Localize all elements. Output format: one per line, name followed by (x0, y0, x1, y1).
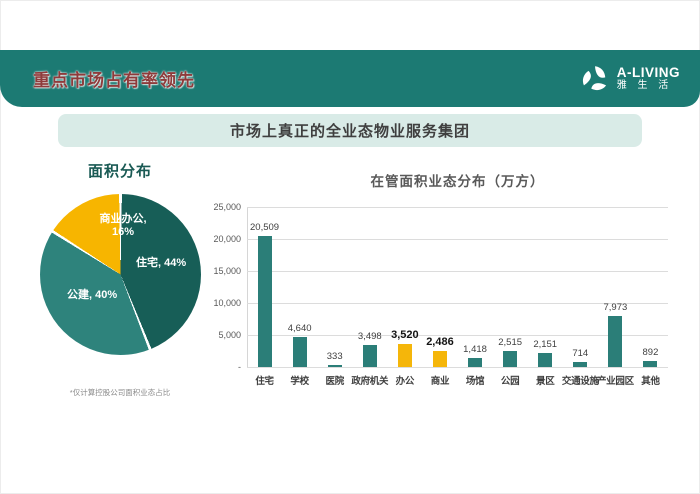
bar-value-label: 333 (326, 351, 343, 362)
pie-chart-title: 面积分布 (87, 163, 152, 180)
pinwheel-logo-icon (579, 63, 611, 95)
logo-brand-cn: 雅 生 活 (616, 79, 673, 91)
bar-产业园区 (608, 316, 623, 367)
pie-chart: 住宅, 44% 公建, 40% 商业办公, 16% (40, 194, 201, 355)
y-axis-tick: 10,000 (213, 298, 241, 308)
x-axis-label: 住宅 (255, 376, 274, 387)
bar-value-label: 2,486 (426, 336, 454, 348)
gridline (247, 207, 668, 208)
pie-label-public: 公建, 40% (67, 289, 118, 301)
x-axis-label: 办公 (395, 376, 415, 387)
bar-value-label: 7,973 (603, 302, 628, 313)
gridline (247, 239, 668, 240)
x-axis-label: 交通设施 (561, 376, 599, 387)
x-axis-label: 其他 (641, 376, 660, 387)
x-axis-label: 产业园区 (596, 376, 634, 387)
bar-value-label: 3,520 (391, 329, 419, 341)
x-axis-label: 商业 (430, 376, 450, 387)
bar-场馆 (468, 358, 483, 367)
gridline (247, 367, 668, 368)
bar-chart-plot: 25,000 20,000 15,000 10,000 5,000 - 20,509 住宅 4,… (213, 202, 668, 387)
bar-value-label: 20,509 (250, 222, 280, 233)
y-axis-tick: - (238, 362, 241, 372)
bar-政府机关 (362, 345, 377, 367)
bar-value-label: 2,515 (498, 337, 523, 348)
gridline (247, 335, 668, 336)
pie-footnote: *仅计算控股公司面积业态占比 (69, 388, 171, 397)
bar-公园 (503, 351, 518, 367)
bar-医院 (327, 365, 342, 367)
logo-brand: A-LIVING (616, 64, 680, 80)
bar-value-label: 2,151 (533, 339, 558, 350)
x-axis-label: 医院 (325, 376, 345, 387)
y-axis-tick: 20,000 (213, 234, 241, 244)
x-axis-label: 景区 (536, 376, 555, 387)
y-axis-tick: 15,000 (213, 266, 241, 276)
aliving-logo: A-LIVING 雅 生 活 (579, 63, 680, 95)
bar-学校 (292, 337, 307, 367)
x-axis-label: 场馆 (465, 376, 485, 387)
bar-商业 (432, 351, 447, 367)
x-axis-label: 学校 (290, 376, 309, 387)
header-bar: 重点市场占有率领先 A-LIVING 雅 生 活 (0, 50, 700, 107)
bar-value-label: 714 (572, 348, 589, 359)
bar-value-label: 4,640 (287, 323, 312, 334)
x-axis-label: 公园 (500, 376, 520, 387)
pie-label-commercial-office: 商业办公, 16% (99, 213, 147, 239)
bar-办公 (397, 344, 412, 367)
bar-value-label: 1,418 (463, 344, 487, 355)
bar-value-label: 892 (642, 347, 659, 358)
x-axis-label: 政府机关 (351, 376, 389, 387)
subtitle-banner-text: 市场上真正的全业态物业服务集团 (229, 123, 470, 140)
pie-label-residential: 住宅, 44% (136, 257, 187, 269)
subtitle-banner: 市场上真正的全业态物业服务集团 (58, 114, 642, 147)
logo-text: A-LIVING 雅 生 活 (616, 64, 680, 92)
bar-景区 (538, 353, 553, 367)
bar-其他 (643, 361, 658, 367)
bar-交通设施 (573, 362, 588, 367)
y-axis-tick: 5,000 (218, 330, 241, 340)
gridline (247, 271, 668, 272)
bar-value-label: 3,498 (357, 331, 382, 342)
y-axis-tick: 25,000 (213, 202, 241, 212)
bar-chart-title: 在管面积业态分布（万方） (370, 174, 545, 189)
gridline (247, 303, 668, 304)
bar-住宅 (257, 236, 272, 367)
slide-title: 重点市场占有率领先 (33, 71, 195, 90)
